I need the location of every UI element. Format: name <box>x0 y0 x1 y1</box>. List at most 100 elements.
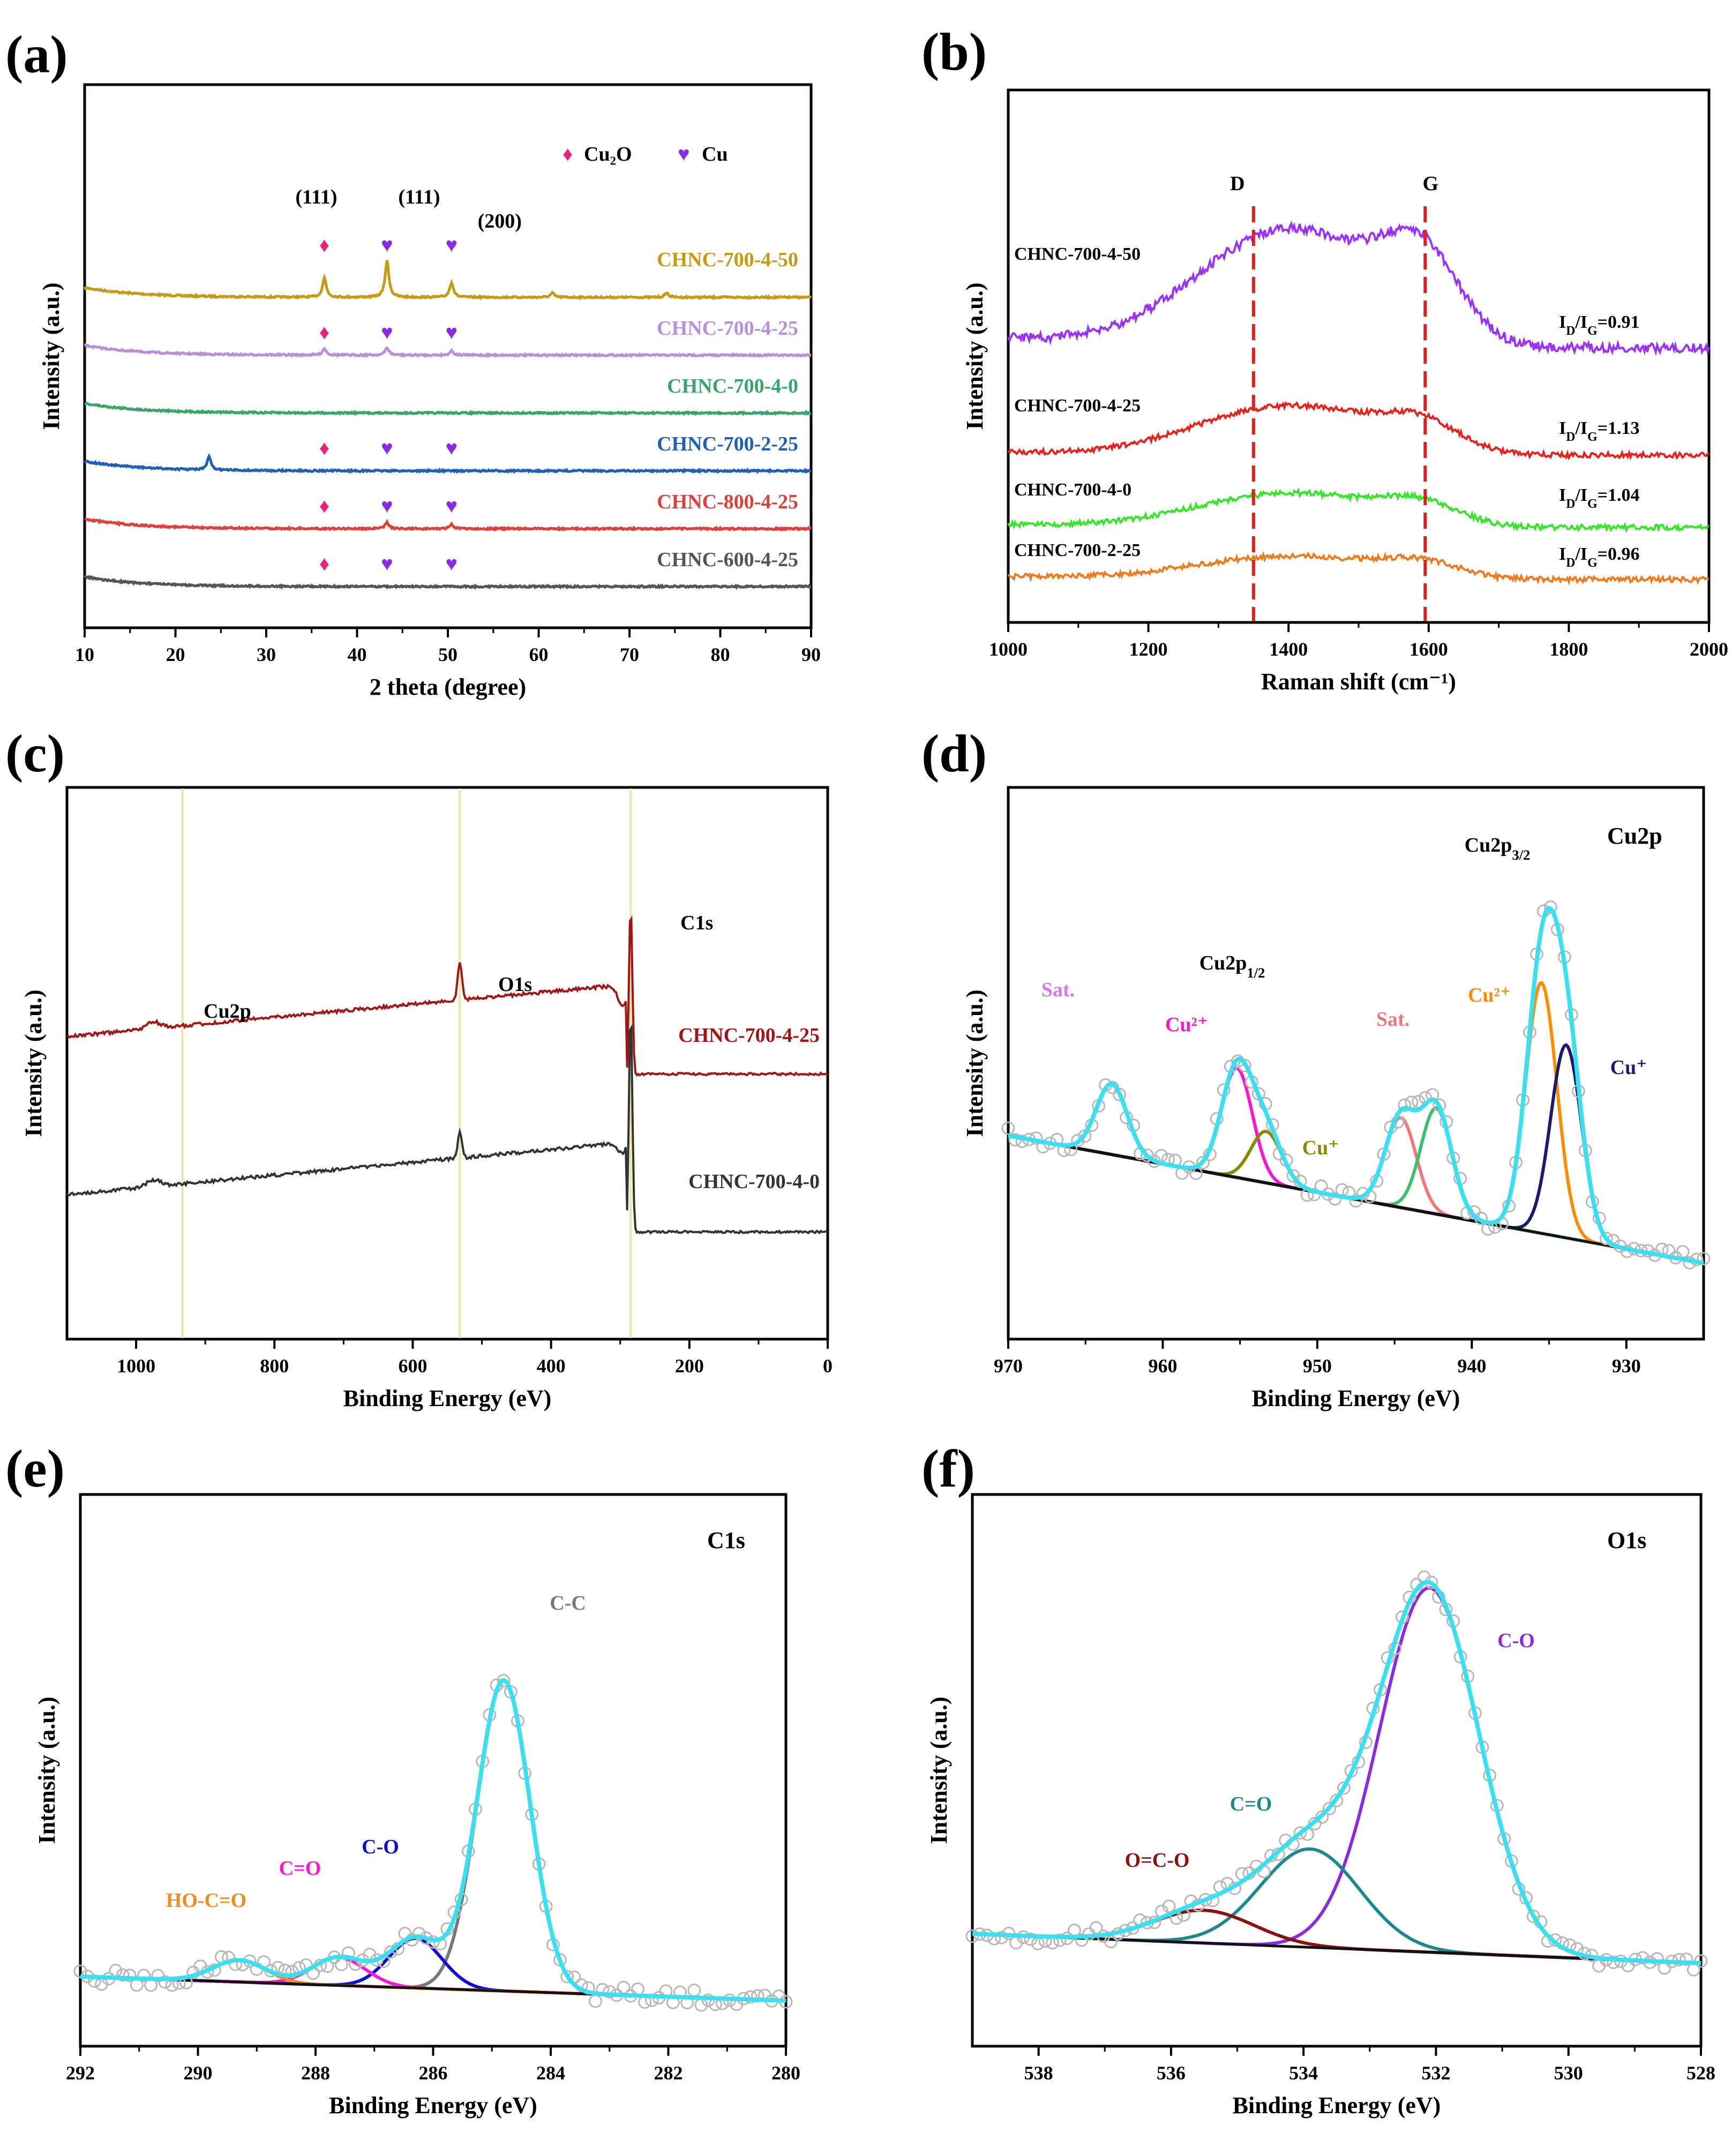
raw-data-point <box>1697 1252 1711 1266</box>
fit-component <box>1008 1082 1704 1265</box>
fit-envelope <box>80 1678 786 2003</box>
fit-component <box>1008 1106 1704 1265</box>
x-tick-label: 50 <box>438 644 458 665</box>
panel-c-survey: (c) 1000 800 600 400 200 0 Binding Energy (eV) I… <box>5 724 833 1411</box>
raw-data-point <box>1113 1087 1127 1101</box>
component-label: C-O <box>362 1836 399 1858</box>
peak-marker: ♥ <box>381 495 393 517</box>
series-label: CHNC-700-4-0 <box>667 375 798 397</box>
x-axis-label: Binding Energy (eV) <box>329 2092 537 2119</box>
series-label: CHNC-700-4-50 <box>657 249 798 271</box>
x-tick-label: 400 <box>537 1355 566 1377</box>
x-tick-label: 800 <box>260 1355 289 1377</box>
x-axis-label: Binding Energy (eV) <box>1252 1385 1460 1411</box>
x-tick-label: 40 <box>348 644 367 665</box>
raw-data-point <box>1398 1098 1412 1112</box>
fit-component <box>972 1586 1701 1965</box>
x-tick-label: 1800 <box>1549 638 1588 660</box>
panel-label: (f) <box>921 1439 975 1498</box>
raw-data-point <box>1599 1231 1613 1245</box>
raw-data-point <box>1196 1156 1210 1170</box>
x-tick-label: 200 <box>675 1355 704 1377</box>
x-tick-label: 20 <box>166 644 185 665</box>
x-tick-label: 10 <box>75 644 94 665</box>
peak-index-label: (111) <box>295 186 337 208</box>
raw-data-point <box>965 1929 979 1943</box>
component-label: C-O <box>1497 1629 1535 1652</box>
series-label: CHNC-700-4-0 <box>1014 480 1131 500</box>
xrd-curve <box>84 517 812 532</box>
x-tick-label: 534 <box>1289 2062 1318 2084</box>
raw-data-point <box>1071 1133 1085 1147</box>
survey-curve <box>66 915 828 1077</box>
plot-frame <box>971 1493 1703 2048</box>
panel-label: (c) <box>5 724 65 783</box>
x-axis-label: Binding Energy (eV) <box>1233 2092 1441 2119</box>
series-label: CHNC-700-4-25 <box>678 1024 820 1047</box>
series-label: CHNC-600-4-25 <box>657 549 798 571</box>
peak-group-label: Cu2p1/2 <box>1199 952 1265 981</box>
raw-data-point <box>603 1985 617 1999</box>
x-tick-label: 70 <box>620 644 639 665</box>
series-label: CHNC-700-4-50 <box>1014 244 1141 264</box>
peak-marker: ♥ <box>445 437 458 460</box>
plot-frame <box>1007 786 1705 1341</box>
component-label: Cu²⁺ <box>1165 1013 1208 1036</box>
peak-index-label: (200) <box>478 210 522 232</box>
raw-data-point <box>137 1969 151 1982</box>
raw-data-point <box>1676 1245 1690 1259</box>
x-tick-label: 532 <box>1421 2062 1450 2084</box>
panel-label: (e) <box>5 1439 65 1498</box>
legend-marker-cu: ♥ <box>678 143 690 166</box>
panel-label: (a) <box>5 25 68 84</box>
raw-data-point <box>1592 1959 1606 1973</box>
x-tick-label: 970 <box>994 1355 1023 1377</box>
component-label: Sat. <box>1376 1008 1409 1031</box>
panel-d-cu2p: (d) 970 960 950 940 930 Binding Energy (eV) Int… <box>921 724 1711 1411</box>
y-axis-label: Intensity (a.u.) <box>926 1696 952 1844</box>
ratio-label: ID/IG=1.04 <box>1559 485 1640 511</box>
x-tick-label: 282 <box>654 2062 683 2084</box>
x-tick-label: 80 <box>711 644 730 665</box>
peak-index-label: (111) <box>398 186 440 208</box>
raw-data-point <box>1001 1121 1015 1135</box>
raw-data-point <box>631 1982 644 1996</box>
ratio-label: ID/IG=0.91 <box>1559 312 1640 338</box>
component-label: Sat. <box>1041 979 1075 1001</box>
raw-data-point <box>1650 1952 1664 1966</box>
peak-marker: ♦ <box>319 321 329 344</box>
x-axis-label: 2 theta (degree) <box>370 674 526 700</box>
raw-data-point <box>1636 1951 1649 1965</box>
plot-frame <box>79 1493 788 2048</box>
y-axis-label: Intensity (a.u.) <box>20 989 47 1137</box>
panel-b-raman: (b) 1000 1200 1400 1600 1800 2000 Raman shift (… <box>921 22 1728 695</box>
panel-f-o1s: (f) 538 536 534 532 530 528 Binding Energy (eV)… <box>921 1439 1715 2119</box>
raw-data-point <box>426 1935 440 1949</box>
x-tick-label: 1400 <box>1269 638 1308 660</box>
peak-marker: ♦ <box>319 437 329 460</box>
x-tick-label: 600 <box>398 1355 427 1377</box>
panel-a-xrd: (a) 10 20 30 40 50 60 70 80 90 2 theta (degree) Int… <box>5 25 821 700</box>
raman-curve <box>1007 551 1709 585</box>
raw-data-point <box>588 1994 602 2008</box>
band-label: G <box>1422 172 1438 195</box>
raw-data-point <box>1293 1826 1307 1840</box>
peak-marker: ♥ <box>445 321 458 344</box>
series-label: CHNC-700-2-25 <box>1014 540 1141 560</box>
x-tick-label: 960 <box>1148 1355 1177 1377</box>
raw-data-point <box>384 1945 398 1959</box>
x-tick-label: 292 <box>66 2062 95 2084</box>
fit-envelope <box>972 1580 1701 1965</box>
component-label: C=O <box>1230 1793 1272 1815</box>
raw-data-point <box>1607 1956 1621 1970</box>
x-tick-label: 280 <box>771 2062 800 2084</box>
raman-curve <box>1007 401 1709 461</box>
ratio-label: ID/IG=0.96 <box>1559 544 1640 570</box>
component-label: Cu⁺ <box>1302 1137 1339 1159</box>
series-label: CHNC-700-2-25 <box>657 433 798 455</box>
x-tick-label: 930 <box>1612 1355 1641 1377</box>
series-label: CHNC-700-4-25 <box>657 317 798 340</box>
xrd-curve <box>84 453 812 475</box>
y-axis-label: Intensity (a.u.) <box>962 989 988 1137</box>
